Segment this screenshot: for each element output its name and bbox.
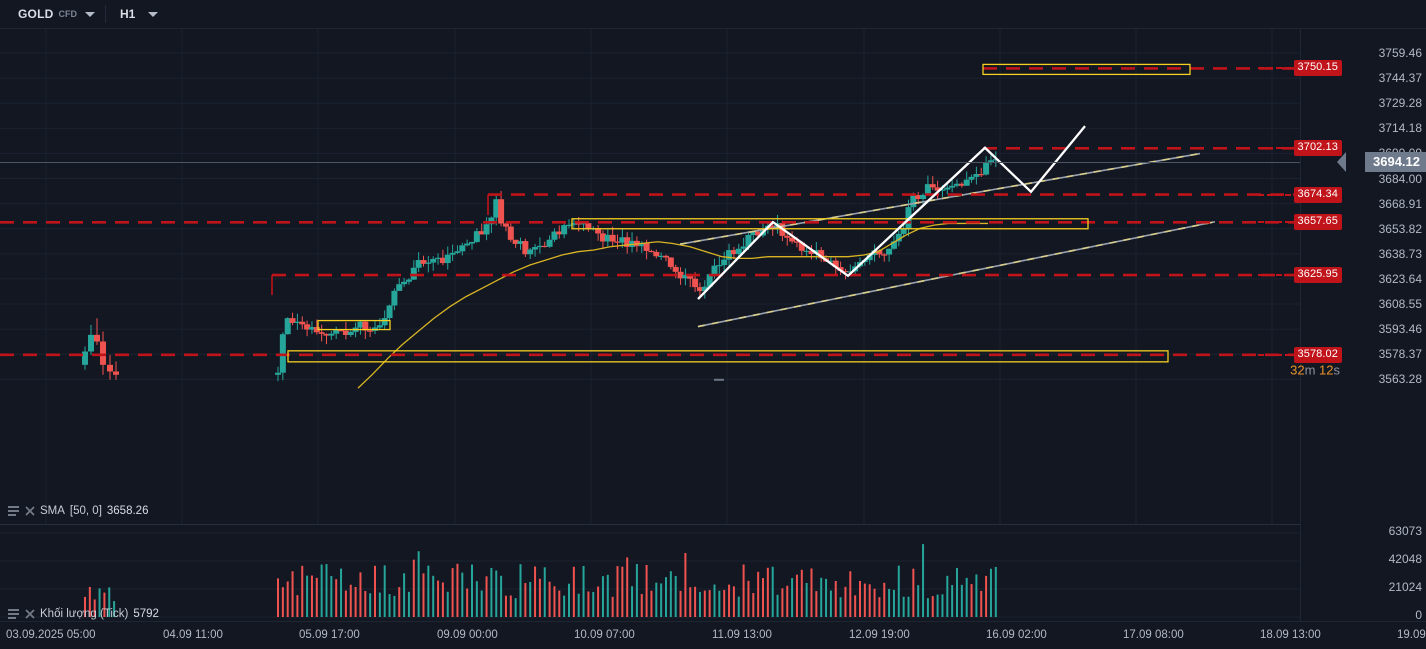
price-axis-tick: 3608.55	[1378, 297, 1422, 312]
remove-indicator-icon[interactable]	[25, 506, 35, 516]
price-level-badge[interactable]: 3657.65	[1293, 214, 1342, 231]
current-price-badge[interactable]: 3694.12	[1365, 151, 1426, 172]
sma-legend-params: [50, 0]	[69, 505, 102, 517]
price-axis-tick: 3623.64	[1378, 271, 1422, 286]
zone-3657[interactable]	[571, 218, 1089, 230]
time-axis-tick: 04.09 11:00	[163, 629, 223, 641]
price-level-stub	[1258, 353, 1300, 356]
price-level-badge[interactable]: 3702.13	[1293, 140, 1342, 157]
volume-pane[interactable]	[0, 527, 1300, 621]
price-level-badge[interactable]: 3578.02	[1293, 346, 1342, 363]
volume-chart-svg	[0, 532, 1300, 618]
volume-legend-name: Khối lượng (Tick)	[40, 608, 129, 620]
price-axis-tick: 3744.37	[1378, 71, 1422, 86]
chevron-down-icon	[84, 11, 95, 17]
pane-separator	[0, 524, 1300, 525]
time-axis-tick: 11.09 13:00	[712, 629, 772, 641]
price-axis-tick: 3578.37	[1378, 347, 1422, 362]
price-level-stub	[1258, 147, 1300, 150]
time-axis-tick: 09.09 00:00	[437, 629, 498, 641]
volume-legend-value: 5792	[133, 608, 159, 620]
indicator-settings-icon[interactable]	[8, 608, 20, 620]
timeframe-selector[interactable]: H1	[106, 0, 172, 29]
chart-toolbar: GOLD CFD H1	[0, 0, 1426, 29]
current-price-line	[0, 161, 1300, 163]
candlesticks	[82, 151, 999, 382]
time-axis-tick: 03.09.2025 05:00	[6, 629, 96, 641]
sma-legend[interactable]: SMA [50, 0] 3658.26	[8, 505, 148, 517]
toolbar-divider	[104, 5, 106, 23]
volume-axis-tick: 0	[1415, 608, 1422, 622]
price-level-stub	[1258, 221, 1300, 224]
zone-3750[interactable]	[982, 63, 1191, 76]
volume-axis-tick: 21024	[1388, 580, 1422, 594]
volume-axis-tick: 63073	[1388, 524, 1422, 538]
countdown-minutes-unit: m	[1304, 362, 1320, 378]
symbol-selector[interactable]: GOLD CFD	[0, 0, 105, 29]
indicator-settings-icon[interactable]	[8, 505, 20, 517]
time-axis-tick: 16.09 02:00	[986, 629, 1047, 641]
price-axis-tick: 3684.00	[1378, 171, 1422, 186]
zone-3597[interactable]	[317, 319, 391, 331]
price-level-stub	[1258, 67, 1300, 70]
price-level-badge[interactable]: 3625.95	[1293, 267, 1342, 284]
zone-3578[interactable]	[287, 350, 1169, 363]
zigzag-projection[interactable]	[697, 125, 1086, 300]
price-axis-tick: 3563.28	[1378, 372, 1422, 387]
sma-legend-value: 3658.26	[106, 505, 149, 517]
countdown-seconds-unit: s	[1333, 362, 1341, 378]
time-axis-tick: 12.09 19:00	[849, 629, 910, 641]
countdown-minutes: 32	[1290, 362, 1305, 378]
chevron-down-icon	[148, 11, 159, 17]
time-axis[interactable]: 03.09.2025 05:00 04.09 11:00 05.09 17:00 09…	[0, 621, 1426, 649]
sma-legend-name: SMA	[40, 505, 65, 517]
price-axis-tick: 3668.91	[1378, 196, 1422, 211]
price-axis-tick: 3759.46	[1378, 46, 1422, 60]
price-level-stub	[1258, 193, 1300, 196]
price-level-badge[interactable]: 3674.34	[1293, 186, 1342, 203]
price-axis[interactable]: 3759.463744.373729.283714.183699.093684.…	[1258, 29, 1426, 622]
time-axis-tick: 19.09 18:00	[1397, 629, 1426, 641]
price-level-stub	[1258, 274, 1300, 277]
sma-line	[357, 222, 988, 389]
price-pane[interactable]	[0, 29, 1300, 524]
remove-indicator-icon[interactable]	[25, 609, 35, 619]
price-axis-tick: 3729.28	[1378, 96, 1422, 111]
time-axis-tick: 18.09 13:00	[1260, 629, 1321, 641]
time-axis-tick: 17.09 08:00	[1123, 629, 1184, 641]
price-level-badge[interactable]: 3750.15	[1293, 60, 1342, 77]
price-chart-svg	[0, 29, 1300, 524]
price-axis-tick: 3638.73	[1378, 246, 1422, 261]
channel-lower-line[interactable]	[697, 220, 1216, 328]
grid	[0, 29, 1300, 524]
symbol-name: GOLD	[18, 7, 54, 21]
price-axis-tick: 3714.18	[1378, 121, 1422, 136]
bar-countdown: 32m 12s	[1290, 363, 1340, 376]
price-axis-tick: 3653.82	[1378, 221, 1422, 236]
time-axis-tick: 05.09 17:00	[299, 629, 360, 641]
timeframe-label: H1	[119, 7, 136, 21]
channel-upper-line[interactable]	[679, 152, 1201, 246]
countdown-seconds: 12	[1319, 362, 1334, 378]
volume-axis-tick: 42048	[1388, 552, 1422, 566]
volume-legend[interactable]: Khối lượng (Tick) 5792	[8, 608, 159, 620]
price-axis-tick: 3593.46	[1378, 322, 1422, 337]
time-axis-tick: 10.09 07:00	[574, 629, 635, 641]
symbol-kind: CFD	[58, 9, 77, 19]
volume-bars	[84, 544, 997, 617]
current-price-pointer	[1337, 151, 1346, 172]
